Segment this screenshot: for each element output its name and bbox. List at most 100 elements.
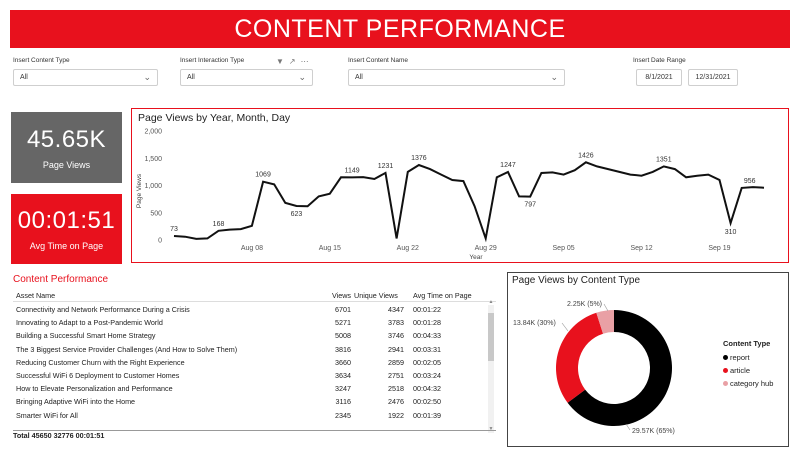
interaction-type-dropdown[interactable]: All ⌄ (180, 69, 313, 86)
y-tick-label: 0 (158, 238, 162, 245)
data-point-label: 1231 (378, 163, 394, 170)
views-cell: 3247 (335, 384, 351, 394)
unique-views-cell: 1922 (388, 410, 404, 420)
legend-dot-icon (723, 368, 728, 373)
data-point-label: 956 (744, 178, 756, 185)
end-date-input[interactable]: 12/31/2021 (688, 69, 738, 86)
asset-name-cell: Building a Successful Smart Home Strateg… (16, 331, 156, 341)
dashboard-title: CONTENT PERFORMANCE (234, 14, 566, 43)
data-point-label: 1426 (578, 152, 594, 159)
table-row[interactable]: Building a Successful Smart Home Strateg… (13, 328, 496, 341)
asset-name-cell: Smarter WiFi for All (16, 410, 78, 420)
column-header-avg-time[interactable]: Avg Time on Page (413, 291, 472, 300)
views-cell: 2345 (335, 410, 351, 420)
column-header-views[interactable]: Views (331, 291, 351, 300)
donut-data-label: 29.57K (65%) (632, 428, 675, 435)
asset-name-cell: Successful WiFi 6 Deployment to Customer… (16, 370, 180, 380)
x-tick-label: Aug 29 (475, 245, 497, 252)
visual-header-icons: ▼ ↗ ⋯ (276, 57, 309, 66)
data-point-label: 797 (524, 202, 536, 209)
expand-icon[interactable]: ↗ (288, 57, 296, 66)
avg-time-cell: 00:01:28 (413, 318, 441, 328)
date-range-label: Insert Date Range (633, 57, 686, 64)
table-row[interactable]: Innovating to Adapt to a Post-Pandemic W… (13, 315, 496, 328)
table-row[interactable]: How to Elevate Personalization and Perfo… (13, 381, 496, 394)
table-scrollbar[interactable] (488, 305, 494, 433)
content-type-dropdown[interactable]: All ⌄ (13, 69, 158, 86)
interaction-type-label: Insert Interaction Type (180, 57, 245, 64)
data-point-label: 1069 (255, 172, 271, 179)
start-date-input[interactable]: 8/1/2021 (636, 69, 682, 86)
total-label: Total (13, 431, 30, 440)
table-row[interactable]: Reducing Customer Churn with the Right E… (13, 355, 496, 368)
page-views-line-chart: 0 500 1,000 1,500 2,000 Aug 08 Aug 15 Aug 22 Au… (136, 129, 765, 261)
total-avg-time: 00:01:51 (75, 431, 105, 440)
data-point-label: 1149 (345, 167, 360, 174)
scrollbar-thumb[interactable] (488, 313, 494, 361)
content-type-value: All (20, 74, 28, 81)
legend-title: Content Type (723, 339, 771, 348)
avg-time-cell: 00:04:32 (413, 384, 441, 394)
article-slice[interactable] (556, 312, 604, 403)
table-row[interactable]: The 3 Biggest Service Provider Challenge… (13, 342, 496, 355)
avg-time-cell: 00:03:31 (413, 344, 441, 354)
chevron-down-icon: ⌄ (298, 72, 306, 82)
content-name-label: Insert Content Name (348, 57, 408, 64)
table-total-row: Total 45650 32776 00:01:51 (13, 430, 496, 442)
donut-leader-line (625, 423, 631, 431)
y-tick-label: 1,500 (144, 156, 162, 163)
column-header-asset-name[interactable]: Asset Name (16, 291, 56, 300)
legend-label: report (730, 353, 750, 362)
line-chart-title: Page Views by Year, Month, Day (138, 112, 291, 124)
asset-name-cell: The 3 Biggest Service Provider Challenge… (16, 344, 238, 354)
dashboard-title-banner: CONTENT PERFORMANCE (10, 10, 790, 48)
legend-label: category hub (730, 379, 774, 388)
chevron-down-icon: ⌄ (143, 72, 151, 82)
report-slice[interactable] (567, 310, 672, 426)
avg-time-cell: 00:02:50 (413, 397, 441, 407)
x-tick-label: Sep 12 (630, 245, 652, 252)
more-options-icon[interactable]: ⋯ (300, 57, 309, 66)
donut-data-label: 13.84K (30%) (513, 320, 556, 327)
views-cell: 3116 (335, 397, 351, 407)
unique-views-cell: 4347 (388, 305, 404, 314)
avg-time-kpi-card: 00:01:51 Avg Time on Page (11, 194, 122, 264)
column-header-unique-views[interactable]: Unique Views (354, 291, 398, 300)
content-type-slicer: Insert Content Type All ⌄ (13, 55, 158, 86)
content-name-dropdown[interactable]: All ⌄ (348, 69, 565, 86)
scroll-down-icon[interactable]: ▼ (488, 426, 494, 432)
category-hub-slice[interactable] (596, 310, 614, 334)
table-row[interactable]: Bringing Adaptive WiFi into the Home 3116… (13, 394, 496, 407)
y-tick-label: 1,000 (144, 183, 162, 190)
asset-name-cell: Innovating to Adapt to a Post-Pandemic W… (16, 318, 163, 328)
legend-dot-icon (723, 355, 728, 360)
legend-item[interactable]: report (723, 353, 773, 362)
unique-views-cell: 2518 (388, 384, 404, 394)
table-row[interactable]: Successful WiFi 6 Deployment to Customer… (13, 368, 496, 381)
filter-icon[interactable]: ▼ (276, 57, 284, 66)
page-views-series-line (173, 161, 765, 243)
content-name-slicer: Insert Content Name All ⌄ (348, 55, 565, 86)
content-name-value: All (355, 74, 363, 81)
table-row[interactable]: Smarter WiFi for All 2345 1922 00:01:39 (13, 408, 496, 421)
table-row[interactable]: Connectivity and Network Performance Dur… (13, 302, 496, 315)
data-point-label: 623 (291, 211, 303, 218)
interaction-type-value: All (187, 74, 195, 81)
unique-views-cell: 3783 (388, 318, 404, 328)
x-axis-label: Year (469, 254, 483, 261)
views-cell: 6701 (335, 305, 351, 314)
views-cell: 3634 (335, 370, 351, 380)
page-views-label: Page Views (42, 159, 91, 170)
legend-item[interactable]: category hub (723, 379, 773, 388)
avg-time-cell: 00:02:05 (413, 357, 441, 367)
x-tick-label: Aug 15 (319, 245, 341, 252)
content-type-donut-chart: 2.25K (5%) 13.84K (30%) 29.57K (65%) (513, 301, 675, 435)
donut-data-label: 2.25K (5%) (567, 301, 602, 308)
table-body: Connectivity and Network Performance Dur… (13, 302, 496, 421)
content-type-donut-card: Page Views by Content Type 2.25K (5%) 13.… (507, 272, 789, 447)
legend-label: article (730, 366, 751, 375)
scroll-up-icon[interactable]: ▲ (488, 299, 494, 305)
interaction-type-slicer: Insert Interaction Type All ⌄ (180, 55, 313, 86)
legend-item[interactable]: article (723, 366, 773, 375)
donut-chart-title: Page Views by Content Type (512, 275, 641, 286)
